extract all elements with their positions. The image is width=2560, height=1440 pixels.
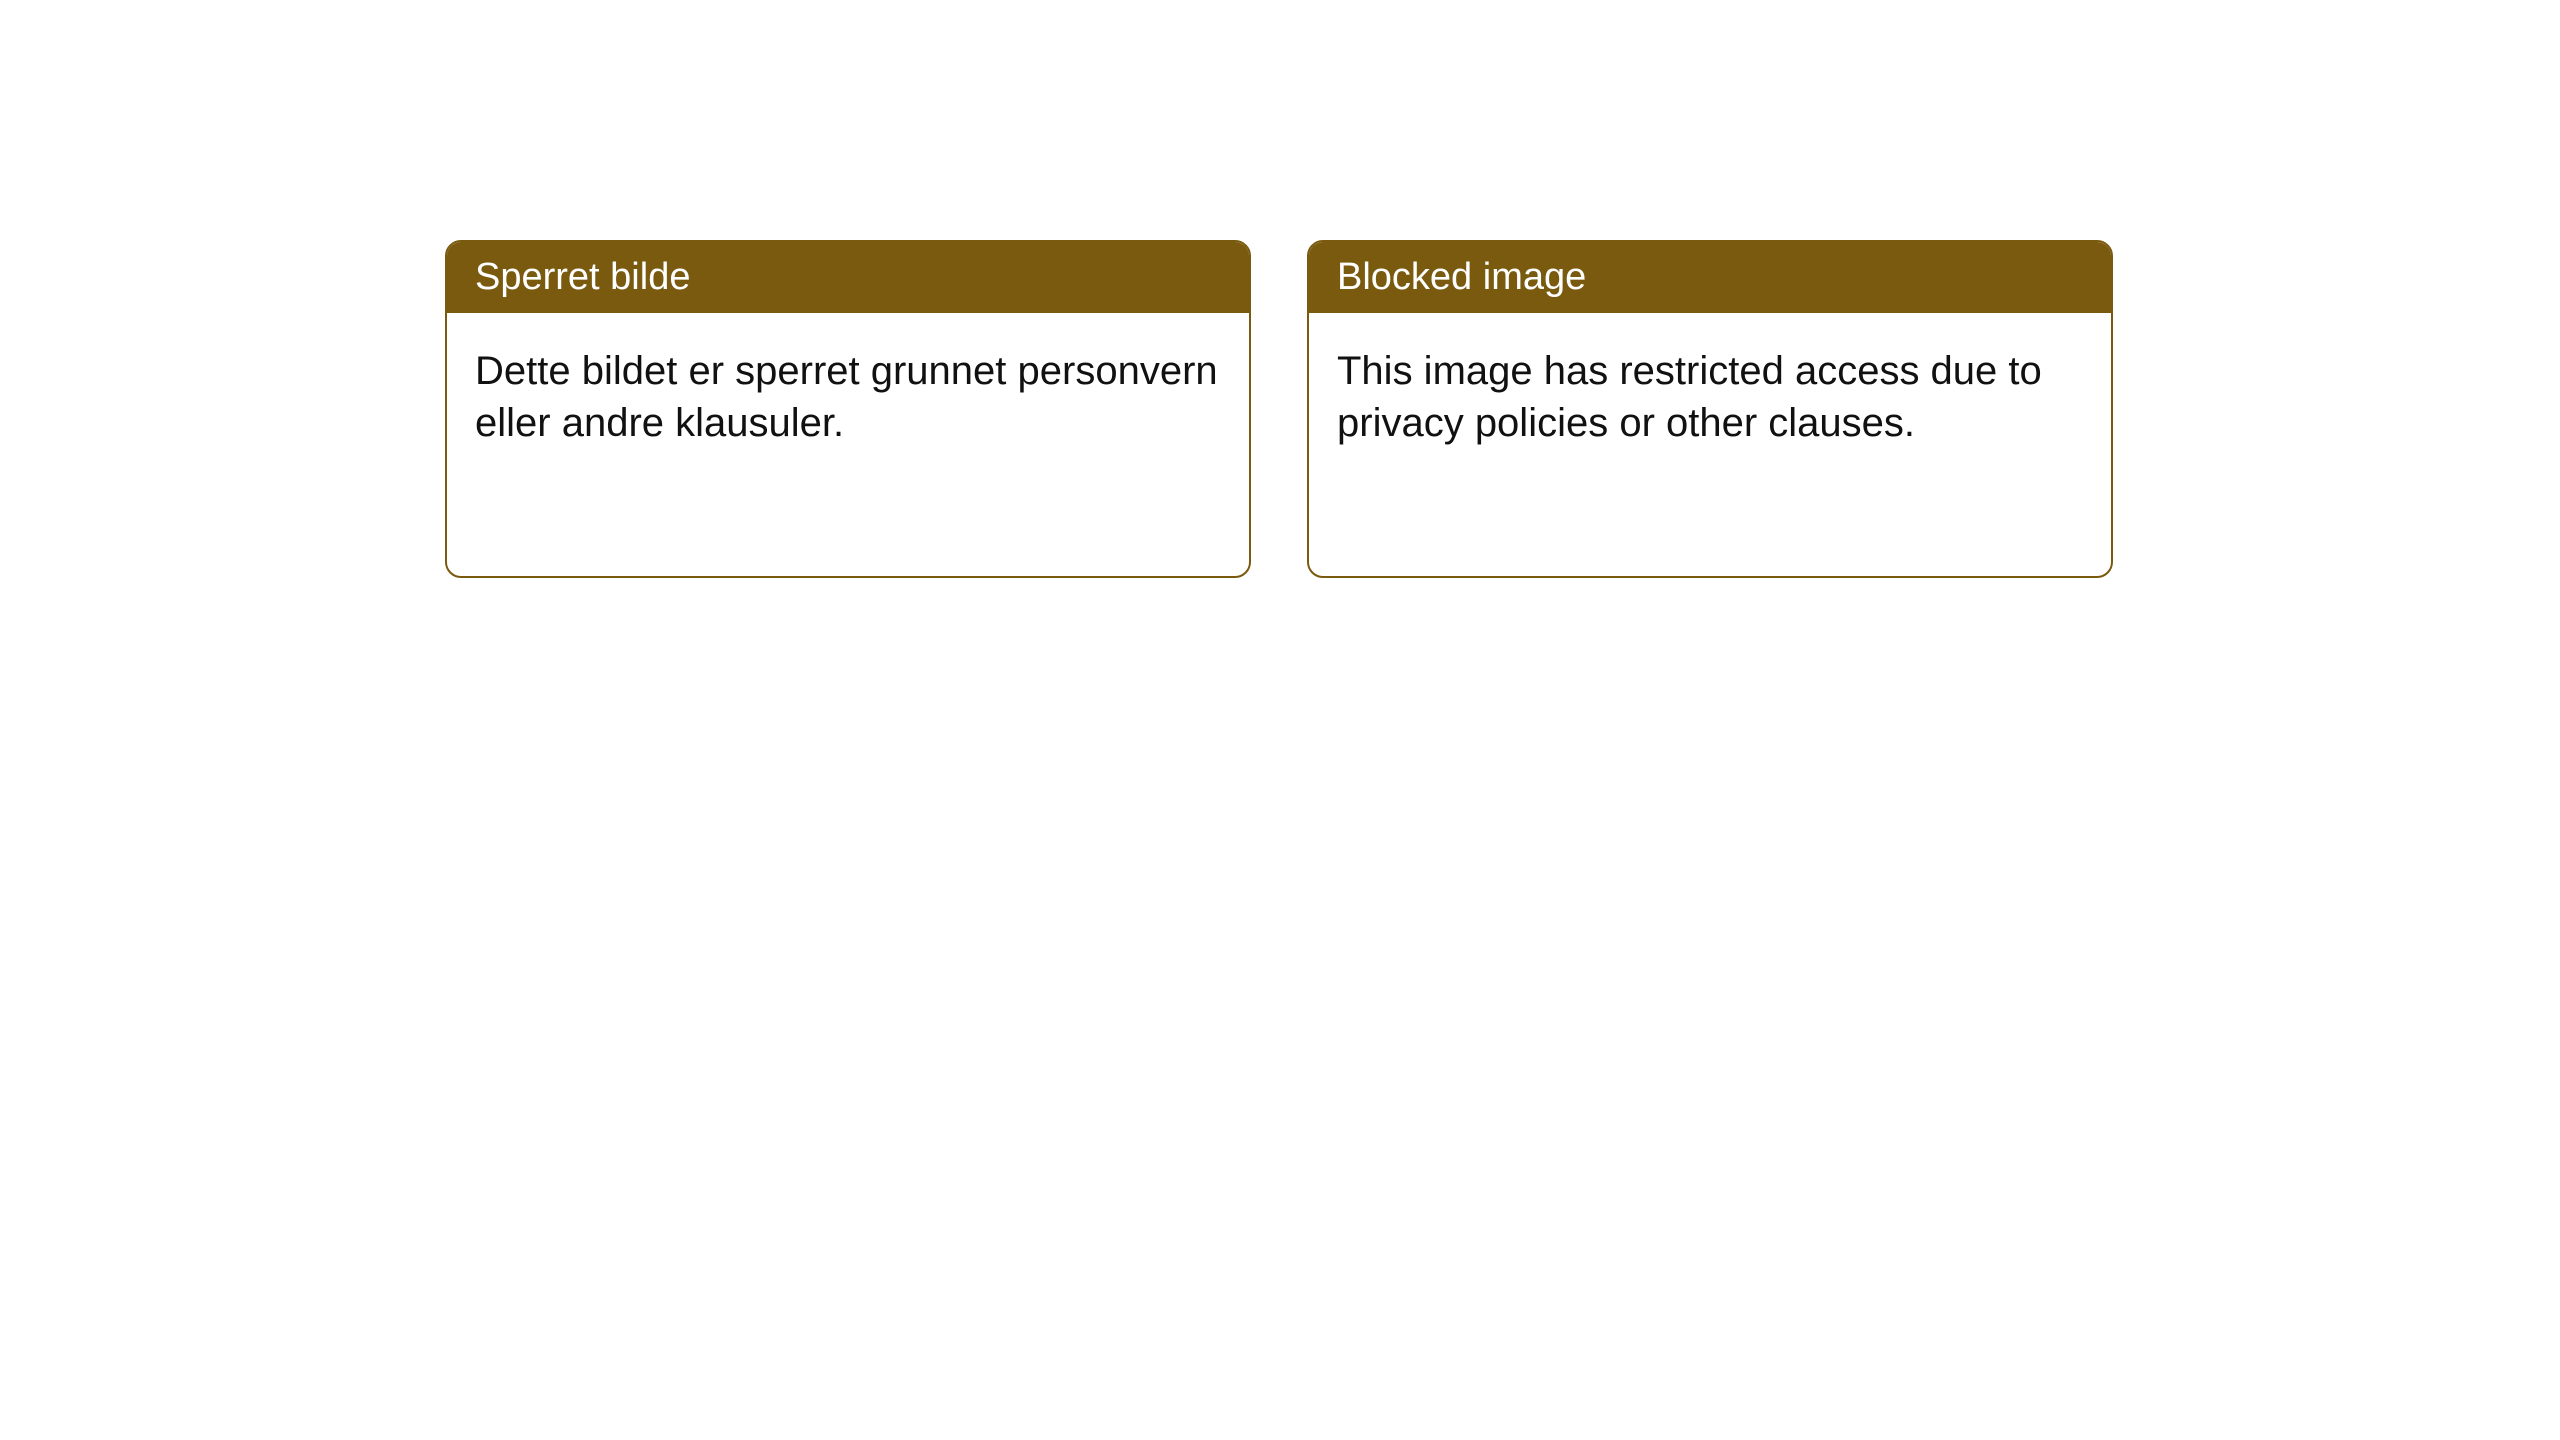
- card-title: Blocked image: [1337, 256, 1586, 298]
- card-header: Blocked image: [1309, 242, 2111, 313]
- card-body: Dette bildet er sperret grunnet personve…: [447, 313, 1249, 481]
- card-body: This image has restricted access due to …: [1309, 313, 2111, 481]
- card-header: Sperret bilde: [447, 242, 1249, 313]
- notice-card-norwegian: Sperret bilde Dette bildet er sperret gr…: [445, 240, 1251, 578]
- notice-card-english: Blocked image This image has restricted …: [1307, 240, 2113, 578]
- notice-cards-container: Sperret bilde Dette bildet er sperret gr…: [445, 240, 2113, 578]
- card-title: Sperret bilde: [475, 256, 690, 298]
- card-body-text: This image has restricted access due to …: [1337, 349, 2042, 445]
- card-body-text: Dette bildet er sperret grunnet personve…: [475, 349, 1218, 445]
